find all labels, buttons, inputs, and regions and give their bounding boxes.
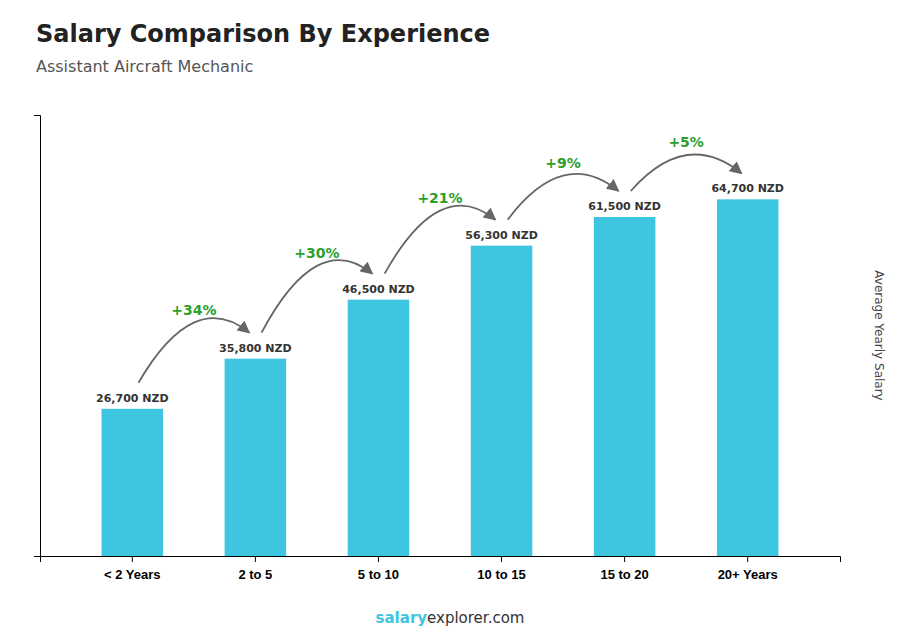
footer-part: salary (376, 609, 428, 627)
y-axis-title: Average Yearly Salary (872, 270, 886, 400)
growth-arrow (385, 206, 496, 274)
bar (348, 300, 410, 556)
x-tick: 10 to 15 (477, 556, 525, 582)
x-tick-mark (132, 556, 133, 562)
value-label: 56,300 NZD (465, 229, 538, 242)
plot: < 2 Years 2 to 5 5 to 10 10 to 15 15 to 20 20… (34, 116, 841, 583)
x-tick-label: 15 to 20 (600, 567, 648, 582)
value-label: 64,700 NZD (711, 182, 784, 195)
growth-label: +5% (668, 134, 704, 150)
y-axis (34, 116, 41, 557)
x-tick-mark (624, 556, 625, 562)
growth-label: +21% (417, 190, 462, 206)
x-tick-mark (378, 556, 379, 562)
x-axis-line (41, 557, 841, 563)
value-label: 46,500 NZD (342, 283, 415, 296)
x-tick: < 2 Years (104, 556, 161, 582)
bar (102, 409, 164, 556)
title: Salary Comparison By Experience (36, 20, 490, 48)
growth-arrow (631, 155, 742, 191)
growth-arrow (262, 260, 373, 333)
value-label: 35,800 NZD (219, 342, 292, 355)
value-labels: 26,700 NZD 35,800 NZD 46,500 NZD 56,300 NZD… (96, 182, 784, 404)
x-tick: 15 to 20 (600, 556, 648, 582)
x-tick-mark (255, 556, 256, 562)
chart: Salary Comparison By Experience Assistant… (0, 0, 900, 641)
bar (594, 217, 656, 556)
x-tick: 2 to 5 (238, 556, 272, 582)
x-tick-label: 20+ Years (718, 567, 778, 582)
bar (471, 246, 533, 556)
x-tick-label: 2 to 5 (238, 567, 272, 582)
footer-part: explorer.com (427, 609, 524, 627)
growth-arrow (508, 174, 619, 220)
x-tick-mark (501, 556, 502, 562)
value-label: 61,500 NZD (588, 200, 661, 213)
bar (717, 199, 779, 556)
footer: salaryexplorer.com (376, 609, 525, 627)
x-tick-label: < 2 Years (104, 567, 161, 582)
x-tick-mark (747, 556, 748, 562)
growth-arrow (138, 318, 249, 383)
subtitle: Assistant Aircraft Mechanic (36, 57, 253, 76)
growth-label: +30% (294, 245, 339, 261)
annotations: +34% +30% +21% +9% +5% (138, 134, 741, 383)
x-tick-label: 10 to 15 (477, 567, 525, 582)
growth-label: +9% (545, 155, 581, 171)
x-tick: 5 to 10 (358, 556, 399, 582)
x-tick: 20+ Years (718, 556, 778, 582)
bars (102, 199, 779, 556)
x-tick-label: 5 to 10 (358, 567, 399, 582)
value-label: 26,700 NZD (96, 392, 169, 405)
y-axis-line (34, 116, 41, 557)
bar (225, 359, 287, 556)
growth-label: +34% (171, 302, 216, 318)
x-axis: < 2 Years 2 to 5 5 to 10 10 to 15 15 to 20 20… (41, 556, 841, 582)
